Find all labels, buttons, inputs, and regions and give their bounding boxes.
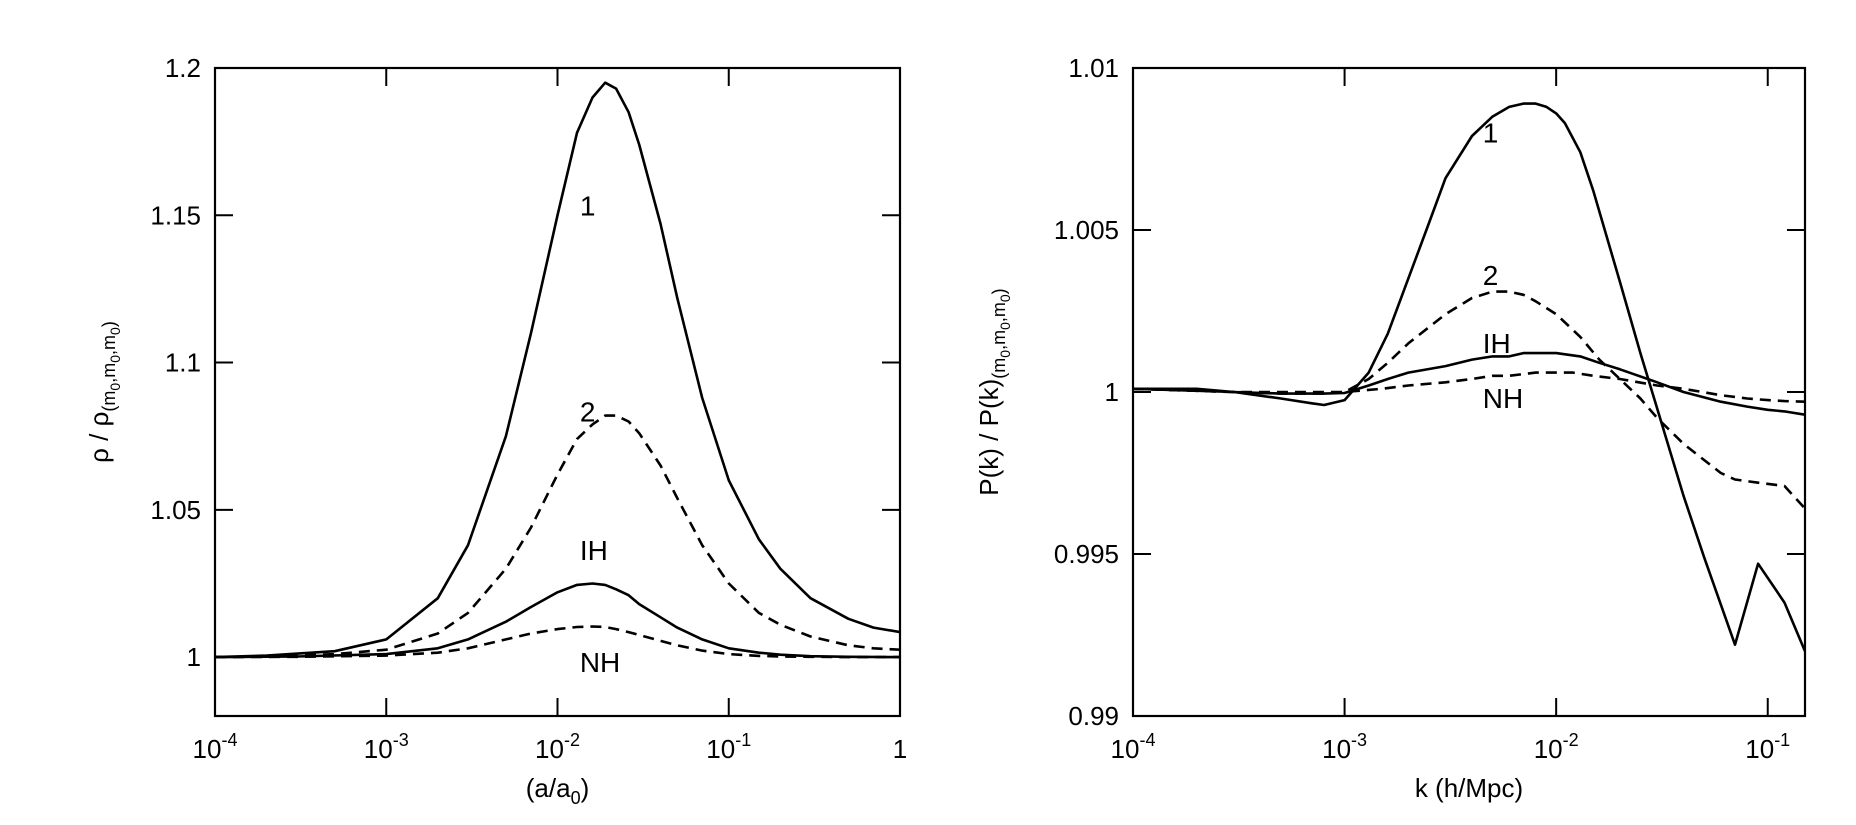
- right-y-tick-label: 0.995: [1054, 539, 1119, 569]
- left-series-label-ih: IH: [580, 535, 608, 566]
- left-y-tick-label: 1.1: [165, 348, 201, 378]
- left-panel: 10-4 10-3 10-2 10-1 1 1 1.05 1.1 1.15 1.2 (a/a0) ρ …: [84, 53, 907, 808]
- left-y-axis-label: ρ / ρ(m0,m0,m0): [84, 321, 123, 463]
- left-series-line-nh: [215, 625, 900, 659]
- left-x-tick-label: 10-1: [706, 730, 751, 764]
- left-x-tick-label: 1: [893, 734, 907, 764]
- left-x-axis-label: (a/a0): [526, 773, 590, 808]
- left-y-tick-label: 1: [187, 642, 201, 672]
- left-series-line-2: [215, 414, 900, 659]
- right-series-label-2: 2: [1483, 260, 1499, 291]
- right-x-tick-label: 10-3: [1322, 730, 1367, 764]
- left-y-tick-label: 1.2: [165, 53, 201, 83]
- right-y-tick-label: 1.005: [1054, 215, 1119, 245]
- right-y-tick-label: 1.01: [1068, 53, 1119, 83]
- left-plot-frame: [213, 66, 902, 718]
- right-series-label-1: 1: [1483, 118, 1499, 149]
- left-x-tick-label: 10-2: [535, 730, 580, 764]
- right-x-tick-label: 10-1: [1745, 730, 1790, 764]
- right-series-line-nh: [1133, 371, 1805, 403]
- right-series-line-2: [1133, 290, 1805, 510]
- right-series-label-ih: IH: [1483, 328, 1511, 359]
- right-y-tick-label: 1: [1105, 377, 1119, 407]
- left-series-label-nh: NH: [580, 647, 620, 678]
- left-series-line-1: [215, 81, 900, 659]
- right-y-axis-label: P(k) / P(k)(m0,m0,m0): [974, 288, 1013, 495]
- right-panel: 10-4 10-3 10-2 10-1 0.99 0.995 1 1.005 1.01 k (h/…: [974, 53, 1807, 803]
- right-x-axis-label: k (h/Mpc): [1415, 773, 1523, 803]
- right-x-tick-label: 10-4: [1111, 730, 1156, 764]
- left-series-line-ih: [215, 582, 900, 659]
- right-y-tick-label: 0.99: [1068, 701, 1119, 731]
- left-x-tick-label: 10-4: [193, 730, 238, 764]
- right-series-label-nh: NH: [1483, 383, 1523, 414]
- right-x-tick-label: 10-2: [1534, 730, 1579, 764]
- left-y-tick-label: 1.15: [150, 200, 201, 230]
- left-y-tick-label: 1.05: [150, 495, 201, 525]
- left-series-label-2: 2: [580, 396, 596, 427]
- right-series-line-1: [1133, 102, 1805, 652]
- right-series-line-ih: [1133, 351, 1805, 416]
- left-x-tick-label: 10-3: [364, 730, 409, 764]
- left-series-label-1: 1: [580, 190, 596, 221]
